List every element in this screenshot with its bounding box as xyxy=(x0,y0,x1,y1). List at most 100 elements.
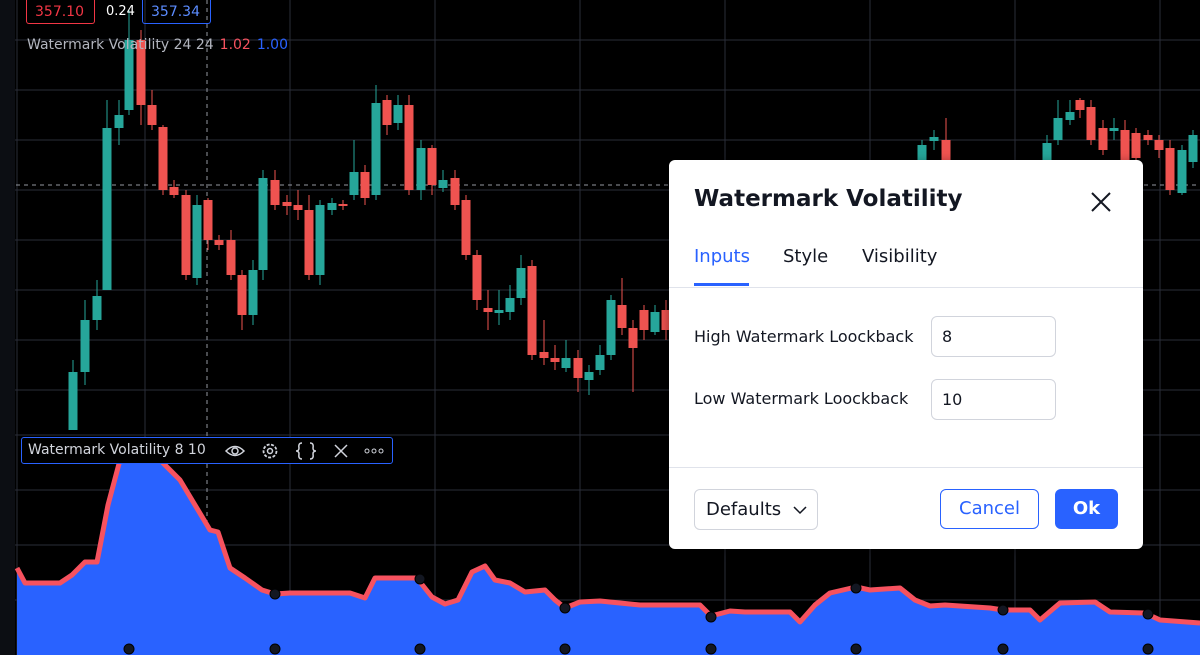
candle-body xyxy=(102,128,112,290)
candle-body xyxy=(270,180,280,205)
candle-body xyxy=(1154,140,1164,150)
candle-body xyxy=(147,105,157,125)
candle-body xyxy=(650,312,660,332)
candle-body xyxy=(349,172,359,195)
eye-icon[interactable] xyxy=(224,441,246,461)
candle-body xyxy=(1042,143,1052,160)
candle-body xyxy=(1188,135,1198,162)
tab[interactable]: Visibility xyxy=(862,246,938,267)
candle-body xyxy=(1143,135,1153,140)
candle-body xyxy=(561,358,571,368)
indicator-legend[interactable]: Watermark Volatility 24 24 1.02 1.00 xyxy=(27,37,288,53)
candle-body xyxy=(516,268,526,298)
candle-body xyxy=(158,127,168,190)
more-icon[interactable] xyxy=(363,441,385,461)
candle-body xyxy=(1109,128,1119,131)
number-input[interactable]: 10 xyxy=(931,379,1056,420)
pivot-dot xyxy=(269,588,281,600)
chevron xyxy=(793,506,807,515)
tab-indicator xyxy=(694,283,749,286)
candle-body xyxy=(1065,112,1075,120)
candle-body xyxy=(1165,148,1175,190)
candle-body xyxy=(472,255,482,300)
price-tag: 357.34 xyxy=(142,0,211,24)
tab[interactable]: Style xyxy=(783,246,829,267)
candle-body xyxy=(237,275,247,315)
pivot-dot xyxy=(414,643,426,655)
candle-body xyxy=(68,372,78,430)
pivot-dot xyxy=(269,643,281,655)
candle-body xyxy=(438,180,448,188)
candle-body xyxy=(382,100,392,125)
candle-body xyxy=(226,240,236,275)
candle-body xyxy=(606,300,616,355)
candle-body xyxy=(1053,118,1063,140)
pivot-dot xyxy=(997,604,1009,616)
candle-body xyxy=(1075,100,1085,110)
separator xyxy=(669,467,1143,468)
candle-body xyxy=(1098,128,1108,150)
pivot-dot xyxy=(123,643,135,655)
candle-body xyxy=(617,305,627,328)
candle-body xyxy=(327,203,337,210)
pivot-dot xyxy=(997,643,1009,655)
candle-body xyxy=(136,40,146,105)
candle-body xyxy=(124,40,134,110)
pivot-dot xyxy=(705,611,717,623)
pivot-dot xyxy=(559,643,571,655)
dropdown-label: Defaults xyxy=(706,499,782,520)
candle-body xyxy=(371,103,381,195)
spread: 0.24 xyxy=(106,4,135,19)
candle-body xyxy=(304,210,314,275)
settings-icon[interactable] xyxy=(260,441,280,461)
candle-body xyxy=(404,105,414,190)
field-label: Low Watermark Loockback xyxy=(694,389,909,408)
candle-body xyxy=(639,310,649,330)
candle-body xyxy=(293,205,303,210)
candle-body xyxy=(628,328,638,348)
tab[interactable]: Inputs xyxy=(694,246,750,267)
candle-body xyxy=(1086,107,1096,140)
indicator-name: Watermark Volatility 24 24 xyxy=(27,37,214,53)
candle-body xyxy=(248,270,258,315)
indicator-value: 1.02 xyxy=(219,37,251,53)
remove-icon[interactable] xyxy=(332,441,350,461)
close-button[interactable] xyxy=(1089,190,1113,214)
indicator-name: Watermark Volatility 8 10 xyxy=(28,442,206,458)
candle-body xyxy=(114,115,124,128)
candle-body xyxy=(450,178,460,205)
candle-body xyxy=(1131,133,1141,158)
candle-body xyxy=(360,172,370,198)
candle-body xyxy=(584,372,594,380)
candle-body xyxy=(1177,150,1187,193)
pivot-dot xyxy=(850,582,862,594)
ok-button[interactable]: Ok xyxy=(1055,489,1118,529)
candle-body xyxy=(1120,130,1130,160)
candle-body xyxy=(282,202,292,206)
candle-body xyxy=(192,205,202,278)
pivot-dot xyxy=(1142,608,1154,620)
candle-body xyxy=(661,310,671,330)
candle-body xyxy=(416,148,426,190)
defaults-dropdown[interactable]: Defaults xyxy=(694,489,818,530)
candle-body xyxy=(494,310,504,313)
candle-body xyxy=(527,266,537,355)
candle-body xyxy=(427,148,437,185)
candle-body xyxy=(169,187,179,195)
pane-legend[interactable]: Watermark Volatility 8 10 xyxy=(21,437,393,464)
candle-body xyxy=(203,200,213,240)
volatility-area xyxy=(17,450,1200,655)
cancel-button[interactable]: Cancel xyxy=(940,489,1039,529)
pivot-dot xyxy=(850,643,862,655)
number-input[interactable]: 8 xyxy=(931,316,1056,357)
candle-body xyxy=(258,178,268,270)
candle-body xyxy=(595,355,605,370)
candle-body xyxy=(214,240,224,245)
source-icon[interactable] xyxy=(294,441,318,461)
price-tag: 357.10 xyxy=(26,0,95,24)
candle-body xyxy=(92,296,102,320)
candle-body xyxy=(80,320,90,372)
candle-body xyxy=(929,137,939,141)
candle-body xyxy=(573,358,583,378)
